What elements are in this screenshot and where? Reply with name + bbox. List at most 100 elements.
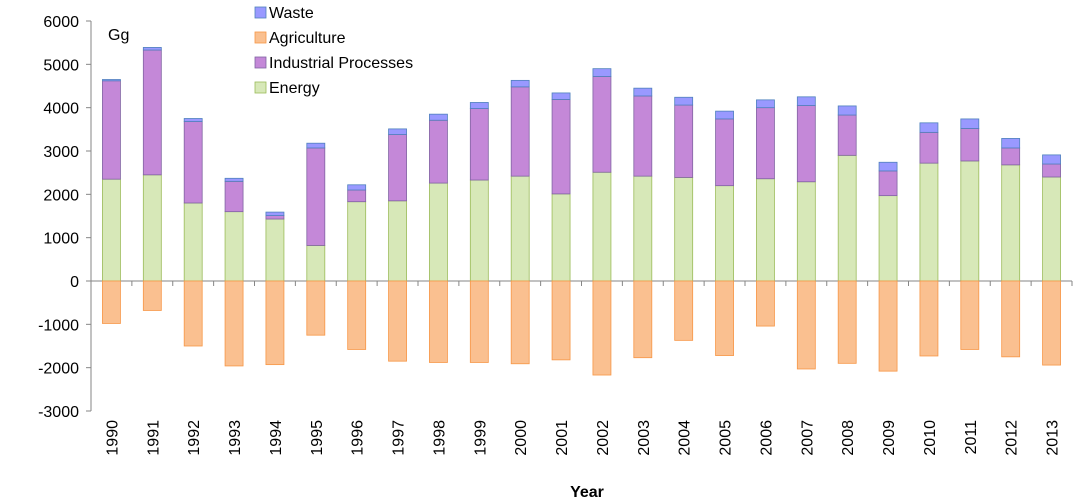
bar-agriculture-2000: [510, 280, 530, 365]
bar-waste-1995: [306, 142, 326, 149]
bar-industrial-processes-1990: [102, 80, 121, 180]
bar-waste-1998: [429, 113, 448, 121]
bar-waste-2003: [633, 87, 653, 97]
bar-agriculture-1997: [388, 280, 407, 362]
bar-energy-2006: [756, 178, 775, 282]
bar-industrial-processes-2009: [878, 170, 898, 197]
bar-agriculture-1991: [142, 280, 162, 311]
legend-label: Waste: [269, 5, 314, 22]
bar-agriculture-2003: [633, 280, 653, 359]
bar-industrial-processes-1999: [469, 108, 489, 181]
y-tick-label: 6000: [43, 14, 79, 31]
bar-agriculture-2013: [1042, 280, 1061, 366]
bar-agriculture-1995: [306, 280, 326, 336]
bar-industrial-processes-2003: [633, 95, 653, 177]
bar-industrial-processes-1994: [265, 215, 285, 220]
bar-energy-1998: [429, 182, 448, 282]
x-tick-label: 1990: [104, 420, 121, 456]
bar-industrial-processes-2001: [551, 99, 571, 195]
bar-waste-2000: [510, 79, 530, 88]
y-tick-label: -2000: [38, 361, 79, 378]
x-tick-label: 2002: [595, 420, 612, 456]
bar-energy-2002: [592, 171, 612, 282]
legend: Waste Agriculture Industrial Processes Ener…: [254, 5, 413, 97]
bar-agriculture-2009: [878, 280, 898, 372]
bar-energy-1997: [388, 200, 407, 282]
y-tick-label: 1000: [43, 231, 79, 248]
x-tick-label: 2001: [554, 420, 571, 456]
y-tick-label: 3000: [43, 144, 79, 161]
bar-agriculture-2005: [715, 280, 734, 356]
unit-label: Gg: [108, 27, 129, 44]
bar-energy-1990: [102, 178, 121, 282]
bar-agriculture-2007: [796, 280, 816, 370]
x-tick-label: 1995: [309, 420, 326, 456]
bar-energy-2012: [1001, 164, 1021, 282]
bar-energy-1991: [142, 174, 162, 282]
bar-energy-2011: [960, 160, 980, 282]
bar-agriculture-2001: [551, 280, 571, 361]
y-tick-label: 4000: [43, 101, 79, 118]
legend-swatch-energy: [254, 81, 267, 94]
bar-waste-1993: [224, 177, 244, 182]
x-tick-label: 2009: [881, 420, 898, 456]
bar-industrial-processes-2011: [960, 128, 980, 162]
bar-agriculture-1996: [347, 280, 367, 350]
bar-agriculture-1999: [469, 280, 489, 363]
bar-energy-2003: [633, 175, 653, 282]
x-tick-label: 1998: [431, 420, 448, 456]
x-tick-label: 2012: [1004, 420, 1021, 456]
x-tick-label: 2011: [963, 420, 980, 455]
x-tick-label: 2003: [636, 420, 653, 456]
x-tick-label: 1997: [391, 420, 408, 456]
bar-agriculture-2004: [674, 280, 694, 341]
bar-waste-1994: [265, 211, 285, 216]
bar-industrial-processes-2000: [510, 86, 530, 177]
bar-industrial-processes-1996: [347, 189, 367, 203]
tick-labels: -3000 -2000 -1000 0 1000 2000 3000 4000 5000 6000…: [38, 14, 1061, 456]
bar-waste-1992: [183, 118, 203, 122]
x-axis-title: Year: [570, 484, 604, 501]
x-tick-label: 2004: [677, 420, 694, 456]
x-tick-label: 2005: [718, 420, 735, 456]
bar-waste-2012: [1001, 138, 1021, 149]
legend-label: Energy: [269, 80, 320, 97]
x-tick-label: 1993: [227, 420, 244, 456]
bar-energy-2000: [510, 175, 530, 282]
bar-waste-2009: [878, 161, 898, 172]
y-tick-label: 5000: [43, 57, 79, 74]
bar-industrial-processes-1995: [306, 147, 326, 246]
bar-waste-2001: [551, 92, 571, 100]
legend-swatch-industrial-processes: [254, 56, 267, 69]
bar-agriculture-2011: [960, 280, 980, 350]
bar-agriculture-2008: [837, 280, 857, 364]
x-tick-label: 1992: [186, 420, 203, 456]
bar-energy-2001: [551, 193, 571, 282]
bar-energy-2007: [796, 181, 816, 282]
bar-waste-1996: [347, 184, 367, 191]
y-tick-label: -3000: [38, 404, 79, 421]
bar-industrial-processes-2006: [756, 107, 775, 180]
x-tick-label: 2013: [1045, 420, 1062, 456]
bar-industrial-processes-2005: [715, 118, 734, 187]
bar-agriculture-1992: [183, 280, 203, 347]
x-tick-label: 2010: [922, 420, 939, 456]
bar-industrial-processes-1992: [183, 121, 203, 204]
bar-waste-2010: [919, 122, 939, 133]
legend-label: Industrial Processes: [269, 55, 413, 72]
bar-agriculture-2006: [756, 280, 775, 327]
bar-industrial-processes-1991: [142, 49, 162, 176]
bar-waste-2013: [1042, 154, 1061, 165]
x-tick-label: 2007: [799, 420, 816, 456]
bar-waste-2005: [715, 110, 734, 120]
bar-energy-2005: [715, 185, 734, 282]
bar-industrial-processes-2010: [919, 131, 939, 164]
bar-waste-1990: [102, 79, 121, 82]
bar-agriculture-1993: [224, 280, 244, 367]
bar-industrial-processes-2007: [796, 105, 816, 183]
bar-waste-2011: [960, 118, 980, 129]
bar-energy-2013: [1042, 176, 1061, 282]
bar-agriculture-1998: [429, 280, 448, 363]
bar-industrial-processes-1993: [224, 180, 244, 213]
